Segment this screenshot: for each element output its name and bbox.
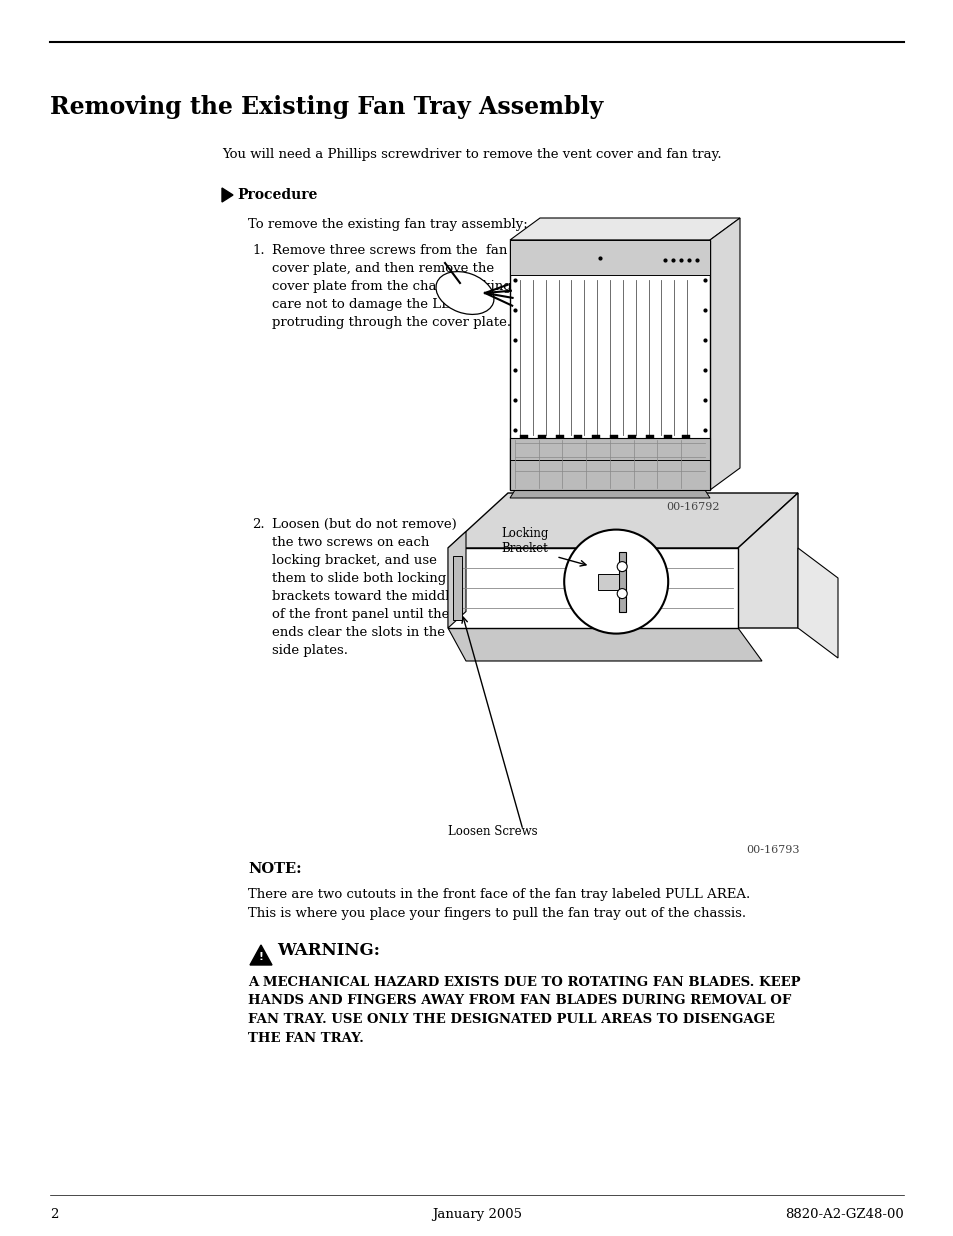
- Text: 00-16792: 00-16792: [666, 502, 720, 512]
- Text: To remove the existing fan tray assembly:: To remove the existing fan tray assembly…: [248, 218, 527, 231]
- Polygon shape: [448, 531, 465, 628]
- Text: Procedure: Procedure: [236, 188, 317, 201]
- Text: Loosen (but do not remove)
the two screws on each
locking bracket, and use
them : Loosen (but do not remove) the two screw…: [272, 518, 456, 658]
- Polygon shape: [519, 435, 527, 438]
- Text: NOTE:: NOTE:: [248, 861, 301, 876]
- Polygon shape: [510, 438, 709, 489]
- Text: A MECHANICAL HAZARD EXISTS DUE TO ROTATING FAN BLADES. KEEP
HANDS AND FINGERS AW: A MECHANICAL HAZARD EXISTS DUE TO ROTATI…: [248, 976, 800, 1044]
- Polygon shape: [574, 435, 581, 438]
- Circle shape: [617, 588, 626, 598]
- Circle shape: [563, 529, 667, 634]
- Text: 00-16793: 00-16793: [745, 845, 800, 855]
- Polygon shape: [681, 435, 689, 438]
- Polygon shape: [609, 435, 618, 438]
- Text: 1.: 1.: [252, 243, 264, 257]
- Text: 8820-A2-GZ48-00: 8820-A2-GZ48-00: [784, 1208, 903, 1221]
- Polygon shape: [448, 548, 738, 628]
- Polygon shape: [645, 435, 654, 438]
- Text: !: !: [258, 953, 263, 963]
- Polygon shape: [592, 435, 599, 438]
- Polygon shape: [510, 489, 709, 498]
- Polygon shape: [663, 435, 671, 438]
- Polygon shape: [709, 218, 740, 489]
- Polygon shape: [618, 551, 625, 612]
- Polygon shape: [537, 435, 545, 438]
- Text: Remove three screws from the  fan
cover plate, and then remove the
cover plate f: Remove three screws from the fan cover p…: [272, 243, 511, 329]
- Text: There are two cutouts in the front face of the fan tray labeled PULL AREA.
This : There are two cutouts in the front face …: [248, 887, 749, 920]
- Text: 2.: 2.: [252, 518, 264, 531]
- Polygon shape: [510, 240, 709, 274]
- Circle shape: [617, 561, 626, 571]
- Polygon shape: [510, 218, 740, 240]
- Text: 2: 2: [50, 1208, 58, 1221]
- Polygon shape: [797, 548, 837, 658]
- Polygon shape: [222, 188, 233, 201]
- Text: You will need a Phillips screwdriver to remove the vent cover and fan tray.: You will need a Phillips screwdriver to …: [222, 148, 720, 161]
- Polygon shape: [510, 240, 709, 489]
- Text: Locking
Bracket: Locking Bracket: [500, 527, 548, 555]
- Polygon shape: [627, 435, 636, 438]
- Text: WARNING:: WARNING:: [276, 942, 379, 959]
- Polygon shape: [453, 556, 461, 620]
- Text: January 2005: January 2005: [432, 1208, 521, 1221]
- Polygon shape: [556, 435, 563, 438]
- Polygon shape: [448, 493, 797, 548]
- Polygon shape: [448, 628, 761, 661]
- Polygon shape: [598, 574, 618, 590]
- Ellipse shape: [436, 272, 494, 314]
- Text: Loosen Screws: Loosen Screws: [448, 824, 537, 838]
- Text: Removing the Existing Fan Tray Assembly: Removing the Existing Fan Tray Assembly: [50, 95, 602, 119]
- Polygon shape: [250, 946, 272, 965]
- Polygon shape: [738, 493, 797, 628]
